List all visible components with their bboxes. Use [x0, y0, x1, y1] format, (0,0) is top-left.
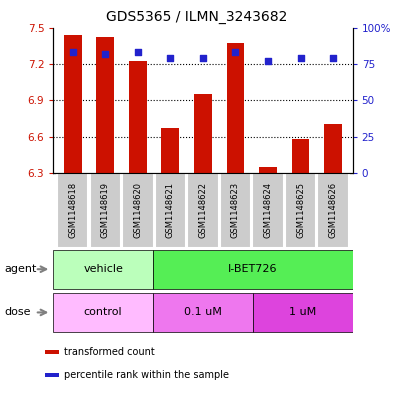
Bar	[153, 293, 252, 332]
Text: percentile rank within the sample: percentile rank within the sample	[64, 370, 229, 380]
Text: agent: agent	[4, 264, 36, 274]
Text: vehicle: vehicle	[83, 264, 123, 274]
Text: GSM1148620: GSM1148620	[133, 182, 142, 238]
Point	[102, 51, 108, 57]
Text: GSM1148623: GSM1148623	[230, 182, 239, 238]
Bar	[53, 293, 153, 332]
Text: GSM1148618: GSM1148618	[68, 182, 77, 238]
Bar	[258, 167, 276, 173]
Text: GSM1148624: GSM1148624	[263, 182, 272, 238]
Bar	[57, 173, 88, 248]
Bar	[45, 373, 59, 377]
Text: I-BET726: I-BET726	[227, 264, 277, 274]
Bar	[45, 351, 59, 354]
Text: GSM1148619: GSM1148619	[101, 182, 110, 238]
Bar	[64, 35, 81, 173]
Bar	[128, 61, 146, 173]
Text: transformed count: transformed count	[64, 347, 155, 357]
Bar	[96, 37, 114, 173]
Bar	[187, 173, 218, 248]
Bar	[291, 139, 309, 173]
Text: GSM1148622: GSM1148622	[198, 182, 207, 238]
Bar	[193, 94, 211, 173]
Point	[134, 49, 141, 55]
Bar	[219, 173, 250, 248]
Text: control: control	[84, 307, 122, 318]
Bar	[161, 128, 179, 173]
Bar	[252, 293, 352, 332]
Bar	[317, 173, 348, 248]
Bar	[53, 250, 153, 288]
Bar	[153, 250, 352, 288]
Bar	[155, 173, 186, 248]
Point	[167, 55, 173, 61]
Text: GSM1148625: GSM1148625	[295, 182, 304, 238]
Bar	[90, 173, 121, 248]
Bar	[324, 125, 341, 173]
Point	[329, 55, 335, 61]
Text: 0.1 uM: 0.1 uM	[184, 307, 221, 318]
Point	[199, 55, 206, 61]
Text: 1 uM: 1 uM	[288, 307, 316, 318]
Text: dose: dose	[4, 307, 31, 318]
Point	[264, 58, 271, 64]
Bar	[122, 173, 153, 248]
Bar	[284, 173, 315, 248]
Point	[70, 49, 76, 55]
Point	[231, 49, 238, 55]
Bar	[252, 173, 283, 248]
Bar	[226, 43, 244, 173]
Text: GSM1148626: GSM1148626	[328, 182, 337, 238]
Text: GSM1148621: GSM1148621	[166, 182, 175, 238]
Point	[297, 55, 303, 61]
Text: GDS5365 / ILMN_3243682: GDS5365 / ILMN_3243682	[106, 10, 287, 24]
